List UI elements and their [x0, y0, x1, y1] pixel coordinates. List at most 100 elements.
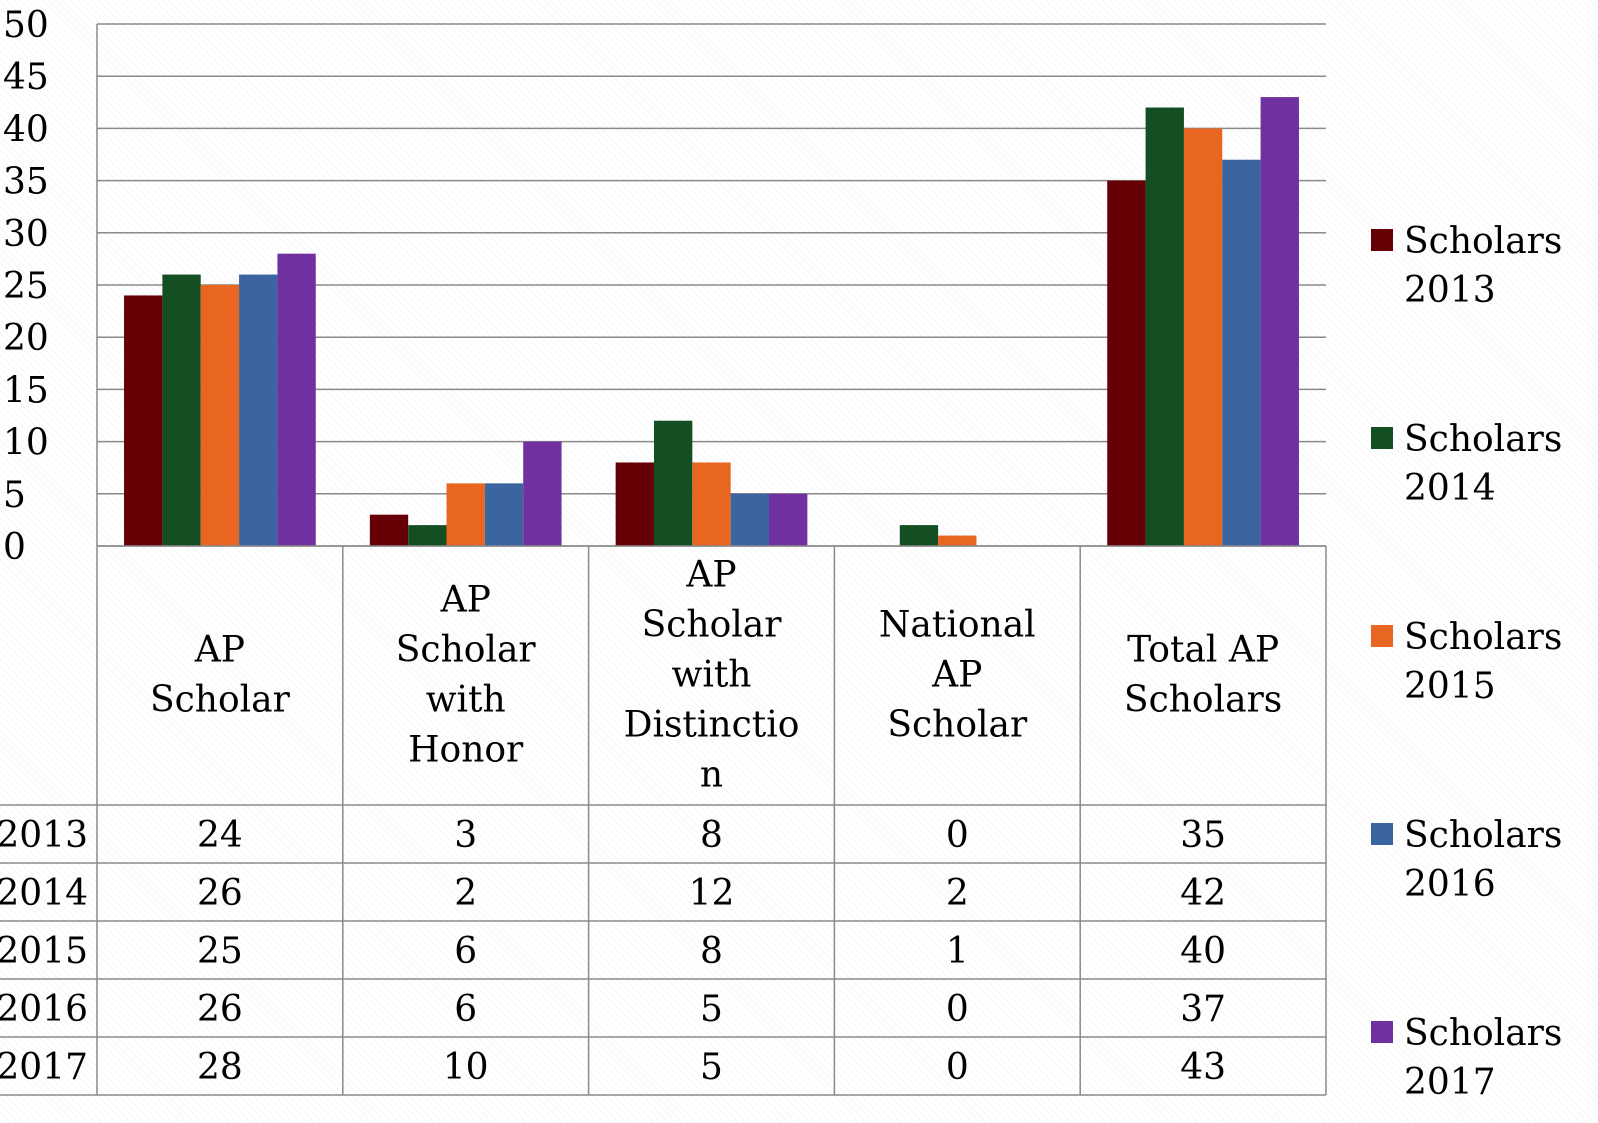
legend-swatch: [1371, 625, 1393, 647]
legend-swatch: [1371, 1021, 1393, 1043]
bar: [938, 535, 977, 546]
category-label: Distinctio: [624, 705, 800, 746]
category-label: Scholar: [887, 705, 1028, 746]
data-label: 5: [700, 1047, 723, 1088]
data-label: 26: [197, 873, 243, 914]
bar: [1222, 159, 1261, 546]
data-label: 8: [700, 815, 723, 856]
bar: [277, 253, 316, 546]
table-row-label: 2016: [0, 989, 88, 1030]
category-label: AP: [685, 555, 736, 596]
y-tick-label: 30: [3, 214, 49, 255]
category-label: AP: [440, 580, 491, 621]
data-table: AP Scholar AP Scholar with Honor AP Scholar with…: [0, 545, 1327, 1096]
table-row-label: 2014: [0, 873, 88, 914]
data-label: 0: [946, 989, 969, 1030]
legend-label: 2017: [1404, 1062, 1496, 1103]
bar: [200, 285, 240, 546]
category-label: Scholars: [1124, 680, 1282, 721]
bar: [615, 462, 654, 546]
bars: [124, 97, 1299, 547]
data-label: 24: [197, 815, 243, 856]
legend-label: Scholars: [1404, 617, 1562, 658]
y-tick-label: 15: [3, 370, 49, 411]
data-label: 10: [443, 1047, 489, 1088]
legend-swatch: [1371, 427, 1393, 449]
y-tick-label: 50: [3, 5, 49, 46]
data-label: 12: [689, 873, 735, 914]
y-tick-label: 10: [3, 423, 49, 464]
category-label: Honor: [408, 730, 524, 771]
legend-label: Scholars: [1404, 1013, 1562, 1054]
legend: Scholars 2013 Scholars 2014 Scholars 2015 Scho…: [1371, 221, 1562, 1103]
legend-label: 2016: [1404, 864, 1496, 905]
data-label: 5: [700, 989, 723, 1030]
data-label: 6: [454, 989, 477, 1030]
y-tick-label: 20: [3, 318, 49, 359]
legend-label: Scholars: [1404, 419, 1562, 460]
y-tick-label: 40: [3, 109, 49, 150]
data-label: 26: [197, 989, 243, 1030]
table-row-label: 2017: [0, 1047, 88, 1088]
bar: [1260, 97, 1299, 546]
category-label: Total AP: [1127, 630, 1279, 671]
table-row-label: 2015: [0, 931, 88, 972]
y-tick-label: 0: [3, 527, 26, 568]
legend-swatch: [1371, 229, 1393, 251]
category-label: AP: [194, 630, 245, 671]
data-label: 35: [1180, 815, 1226, 856]
category-label: with: [672, 655, 752, 696]
category-label: AP: [931, 655, 982, 696]
data-label: 3: [454, 815, 477, 856]
bar: [484, 483, 524, 546]
data-label: 1: [946, 931, 969, 972]
data-label: 43: [1180, 1047, 1226, 1088]
bar: [239, 274, 278, 546]
data-label: 2: [946, 873, 969, 914]
legend-label: 2014: [1404, 468, 1496, 509]
bar: [162, 274, 201, 546]
bar: [1183, 128, 1223, 546]
bar: [523, 441, 562, 546]
data-label: 37: [1180, 989, 1226, 1030]
bar: [692, 462, 731, 546]
legend-swatch: [1371, 823, 1393, 845]
legend-label: Scholars: [1404, 221, 1562, 262]
bar: [1145, 107, 1184, 547]
bar: [446, 483, 485, 546]
category-label: Scholar: [642, 605, 783, 646]
bar: [1107, 180, 1146, 546]
bar: [653, 420, 693, 546]
data-label: 8: [700, 931, 723, 972]
bar: [899, 525, 939, 546]
category-label: National: [879, 605, 1036, 646]
legend-label: 2015: [1404, 666, 1496, 707]
data-label: 40: [1180, 931, 1226, 972]
table-row-label: 2013: [0, 815, 88, 856]
data-label: 28: [197, 1047, 243, 1088]
data-label: 0: [946, 815, 969, 856]
legend-label: 2013: [1404, 270, 1496, 311]
legend-label: Scholars: [1404, 815, 1562, 856]
category-label: with: [426, 680, 506, 721]
bar: [408, 525, 447, 546]
bar: [730, 493, 770, 546]
y-axis: 0 5 10 15 20 25 30 35 40 45 50: [3, 5, 98, 568]
y-tick-label: 45: [3, 57, 49, 98]
y-tick-label: 25: [3, 266, 49, 307]
bar: [369, 514, 409, 546]
y-tick-label: 35: [3, 162, 49, 203]
data-label: 6: [454, 931, 477, 972]
category-label: Scholar: [150, 680, 291, 721]
data-label: 42: [1180, 873, 1226, 914]
category-label: n: [700, 755, 723, 796]
category-label: Scholar: [396, 630, 537, 671]
bar: [124, 295, 163, 546]
data-label: 2: [454, 873, 477, 914]
bar: [769, 493, 808, 546]
data-label: 25: [197, 931, 243, 972]
data-label: 0: [946, 1047, 969, 1088]
y-tick-label: 5: [3, 475, 26, 516]
